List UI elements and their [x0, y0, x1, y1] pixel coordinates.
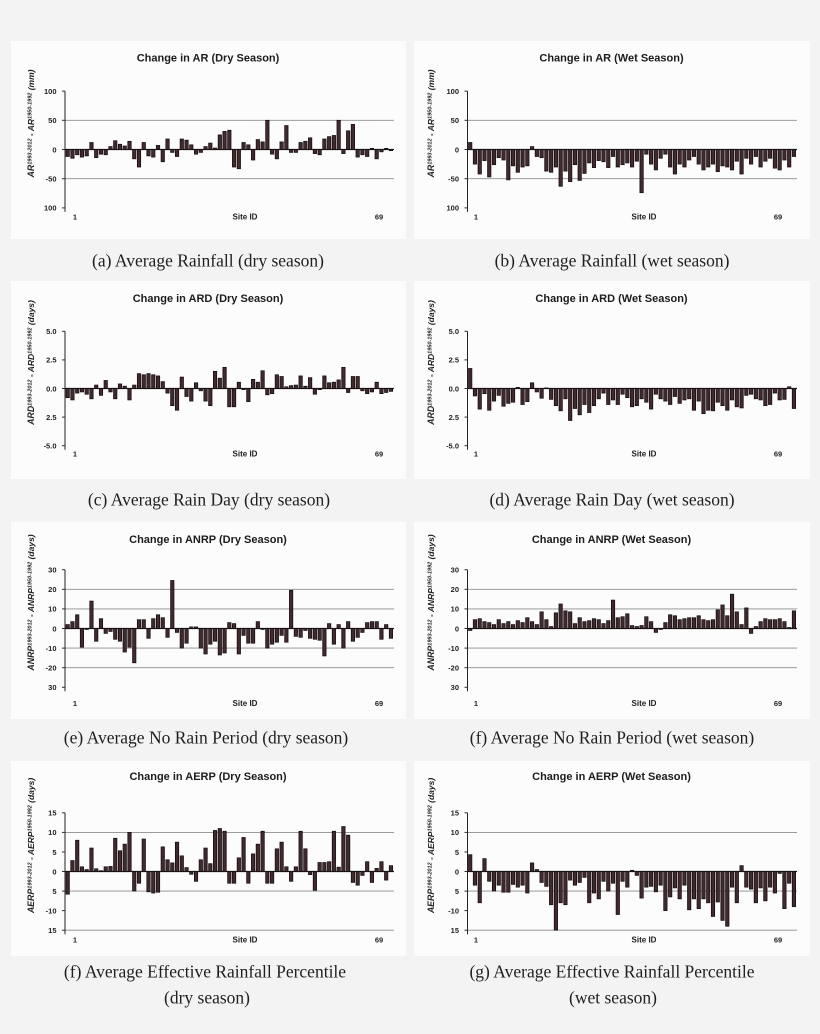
svg-text:Site ID: Site ID: [632, 212, 657, 221]
svg-text:1: 1: [474, 449, 478, 458]
svg-text:0.0: 0.0: [46, 384, 56, 393]
svg-text:5: 5: [52, 887, 56, 896]
svg-text:-10: -10: [448, 906, 459, 915]
svg-text:AR1993-2012 - AR1950-1992 (mm): AR1993-2012 - AR1950-1992 (mm): [426, 69, 436, 178]
svg-text:-50: -50: [46, 175, 57, 184]
svg-text:Site ID: Site ID: [632, 449, 657, 458]
svg-text:15: 15: [451, 809, 459, 818]
svg-text:-5.0: -5.0: [44, 442, 57, 451]
svg-text:50: 50: [48, 116, 56, 125]
svg-text:Site ID: Site ID: [233, 699, 258, 708]
svg-text:ARD1993-2012 - ARD1950-1992 (d: ARD1993-2012 - ARD1950-1992 (days): [26, 300, 36, 426]
svg-text:1: 1: [73, 699, 77, 708]
svg-text:-10: -10: [448, 644, 459, 653]
svg-text:30: 30: [451, 683, 459, 692]
svg-text:0: 0: [52, 145, 56, 154]
svg-text:-20: -20: [46, 664, 57, 673]
svg-text:1: 1: [474, 212, 478, 221]
svg-text:ARD1993-2012 - ARD1950-1992 (d: ARD1993-2012 - ARD1950-1992 (days): [426, 300, 436, 426]
svg-text:Change in ANRP (Wet Season): Change in ANRP (Wet Season): [532, 534, 692, 546]
svg-text:1: 1: [73, 449, 77, 458]
svg-text:100: 100: [44, 204, 57, 213]
svg-text:AERP1993-2012 - AERP1950-1992: AERP1993-2012 - AERP1950-1992 (days): [426, 778, 436, 915]
svg-text:5: 5: [52, 848, 56, 857]
svg-text:Site ID: Site ID: [233, 212, 258, 221]
svg-text:-10: -10: [46, 644, 57, 653]
svg-text:69: 69: [774, 935, 782, 944]
svg-text:20: 20: [48, 585, 56, 594]
svg-text:0: 0: [455, 624, 459, 633]
svg-text:5.0: 5.0: [449, 327, 459, 336]
svg-text:50: 50: [451, 116, 459, 125]
svg-text:15: 15: [451, 926, 459, 935]
svg-text:Change in ARD (Dry Season): Change in ARD (Dry Season): [133, 293, 284, 305]
svg-text:Site ID: Site ID: [632, 699, 657, 708]
svg-text:Change in AERP (Wet Season): Change in AERP (Wet Season): [532, 771, 691, 783]
svg-text:1: 1: [73, 935, 77, 944]
svg-text:20: 20: [451, 585, 459, 594]
svg-text:30: 30: [451, 566, 459, 575]
svg-text:2.5: 2.5: [46, 356, 56, 365]
svg-text:69: 69: [375, 699, 383, 708]
svg-text:0: 0: [52, 624, 56, 633]
svg-text:2.5: 2.5: [46, 413, 56, 422]
svg-text:69: 69: [774, 449, 782, 458]
svg-text:10: 10: [451, 828, 459, 837]
svg-text:AR1993-2012 - AR1950-1992 (mm): AR1993-2012 - AR1950-1992 (mm): [26, 69, 36, 178]
svg-text:Change in AERP (Dry Season): Change in AERP (Dry Season): [129, 771, 286, 783]
svg-text:5.0: 5.0: [46, 327, 56, 336]
svg-text:-20: -20: [448, 664, 459, 673]
svg-text:Site ID: Site ID: [233, 449, 258, 458]
svg-text:Change in ANRP (Dry Season): Change in ANRP (Dry Season): [129, 534, 287, 546]
svg-text:1: 1: [73, 212, 77, 221]
svg-text:69: 69: [375, 935, 383, 944]
svg-text:ANRP1993-2012 - ANRP1950-1992: ANRP1993-2012 - ANRP1950-1992 (days): [26, 534, 36, 671]
svg-text:2.5: 2.5: [449, 413, 459, 422]
svg-text:0.0: 0.0: [449, 384, 459, 393]
svg-text:1: 1: [474, 699, 478, 708]
svg-text:AERP1993-2012 - AERP1950-1992: AERP1993-2012 - AERP1950-1992 (days): [26, 778, 36, 915]
svg-text:30: 30: [48, 683, 56, 692]
svg-text:Site ID: Site ID: [632, 935, 657, 944]
svg-text:2.5: 2.5: [449, 356, 459, 365]
svg-text:100: 100: [446, 204, 459, 213]
svg-text:Site ID: Site ID: [233, 935, 258, 944]
svg-text:Change in ARD (Wet Season): Change in ARD (Wet Season): [535, 293, 688, 305]
svg-text:69: 69: [375, 449, 383, 458]
svg-text:69: 69: [774, 212, 782, 221]
svg-text:-10: -10: [46, 906, 57, 915]
svg-text:5: 5: [455, 887, 459, 896]
svg-text:1: 1: [474, 935, 478, 944]
svg-text:30: 30: [48, 566, 56, 575]
svg-text:Change in AR (Dry Season): Change in AR (Dry Season): [137, 53, 280, 65]
svg-text:-5.0: -5.0: [446, 442, 459, 451]
svg-text:10: 10: [48, 605, 56, 614]
svg-text:0: 0: [455, 867, 459, 876]
svg-text:10: 10: [48, 828, 56, 837]
svg-text:100: 100: [446, 87, 459, 96]
svg-text:ANRP1993-2012 - ANRP1950-1992: ANRP1993-2012 - ANRP1950-1992 (days): [426, 534, 436, 671]
svg-text:15: 15: [48, 926, 56, 935]
svg-text:0: 0: [52, 867, 56, 876]
svg-text:15: 15: [48, 809, 56, 818]
svg-text:0: 0: [455, 145, 459, 154]
svg-text:100: 100: [44, 87, 57, 96]
svg-text:Change in AR (Wet Season): Change in AR (Wet Season): [539, 53, 684, 65]
svg-text:69: 69: [375, 212, 383, 221]
svg-text:-50: -50: [448, 175, 459, 184]
svg-text:5: 5: [455, 848, 459, 857]
svg-text:69: 69: [774, 699, 782, 708]
svg-text:10: 10: [451, 605, 459, 614]
